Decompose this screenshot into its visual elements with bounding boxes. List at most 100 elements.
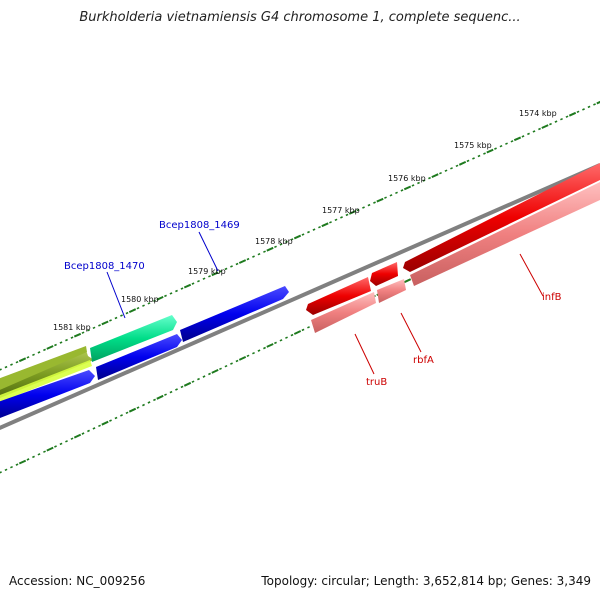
gene-bcep1808-1469[interactable]: [180, 286, 289, 342]
ruler-tick: [472, 157, 475, 160]
ruler-tick: [274, 341, 277, 345]
ruler-tick: [230, 265, 233, 268]
kbp-label: 1574 kbp: [519, 109, 557, 118]
ruler-tick: [576, 110, 580, 114]
ruler-tick: [208, 275, 211, 278]
ruler-tick: [32, 455, 35, 459]
ruler-tick: [101, 420, 109, 426]
ruler-tick: [59, 442, 63, 446]
gene-bcep1808-1470[interactable]: [90, 315, 177, 362]
ruler-tick: [477, 154, 481, 158]
ruler-tick: [510, 140, 514, 143]
gene-label-bcep1808-1469[interactable]: Bcep1808_1469: [159, 220, 240, 231]
ruler-tick: [0, 368, 2, 371]
ruler-tick: [87, 429, 90, 433]
ruler-tick: [266, 246, 274, 252]
ruler-tick: [521, 135, 525, 138]
ruler-tick: [246, 257, 250, 261]
ruler-tick: [183, 283, 192, 289]
ruler-tick: [211, 368, 219, 374]
ruler-tick: [293, 234, 302, 240]
ruler-tick: [65, 440, 68, 443]
gene-infb[interactable]: [403, 163, 600, 272]
ruler-tick: [109, 319, 112, 322]
ruler-tick: [219, 270, 222, 273]
ruler-tick: [246, 354, 250, 358]
ruler-tick: [46, 345, 54, 350]
ruler-tick: [290, 238, 294, 241]
ruler-tick: [307, 326, 310, 329]
gene-label-trub[interactable]: truB: [366, 377, 387, 388]
gene-label-bcep1808-1470[interactable]: Bcep1808_1470: [64, 261, 145, 272]
ruler-tick: [285, 336, 288, 339]
ruler-tick: [321, 222, 329, 228]
ruler-tick: [120, 314, 123, 317]
ruler-tick: [147, 401, 151, 404]
ruler-tick: [527, 132, 530, 136]
ruler-tick: [362, 206, 365, 209]
ruler-tick: [114, 416, 118, 420]
ruler-tick: [252, 255, 255, 258]
gene-rbfa[interactable]: [370, 262, 398, 286]
ruler-tick: [128, 308, 137, 314]
ruler-tick: [114, 316, 118, 320]
ruler-tick: [125, 411, 129, 415]
ruler-tick: [15, 463, 19, 466]
ruler-tick: [263, 250, 266, 253]
ruler-tick: [153, 398, 156, 402]
ruler-tick: [422, 179, 426, 182]
ruler-tick: [43, 348, 46, 352]
ruler-tick: [290, 333, 294, 337]
ruler-tick: [197, 279, 200, 283]
gene-label-rbfa[interactable]: rbfA: [413, 355, 434, 366]
ruler-tick: [505, 142, 508, 145]
ruler-tick: [142, 403, 145, 407]
ruler-tick: [169, 390, 173, 394]
accession-text: Accession: NC_009256: [9, 574, 146, 588]
ruler-tick: [142, 304, 145, 307]
ruler-tick: [180, 385, 184, 389]
ruler-tick: [0, 471, 2, 474]
ruler-tick: [513, 136, 522, 142]
ruler-tick: [164, 294, 167, 298]
ruler-tick: [224, 364, 228, 368]
ruler-tick: [266, 343, 274, 348]
ruler-tick: [417, 181, 420, 185]
ruler-tick: [329, 221, 332, 224]
gene-blue-left[interactable]: [0, 370, 95, 420]
ruler-tick: [92, 326, 96, 330]
ruler-tick: [70, 437, 74, 440]
gene-infb-shadow: [410, 182, 600, 286]
ruler-tick: [156, 394, 164, 400]
ruler-tick: [4, 468, 8, 472]
ruler-tick: [37, 351, 41, 354]
ruler-tick: [183, 381, 192, 387]
ruler-tick: [274, 245, 277, 249]
ruler-tick: [101, 320, 109, 326]
ruler-tick: [81, 432, 85, 435]
ruler-tick: [191, 282, 195, 285]
ruler-tick: [356, 208, 360, 212]
ruler-tick: [257, 349, 261, 352]
ruler-tick: [98, 424, 101, 428]
ruler-tick: [65, 338, 68, 342]
ruler-tick: [73, 332, 82, 338]
ruler-tick: [345, 213, 349, 217]
leader-line: [519, 253, 544, 297]
kbp-label: 1577 kbp: [322, 206, 360, 215]
ruler-tick: [384, 196, 387, 199]
ruler-tick: [301, 233, 305, 236]
gene-label-infb[interactable]: infB: [542, 292, 562, 303]
ruler-tick: [486, 148, 494, 154]
gene-blue-mid[interactable]: [96, 334, 182, 380]
ruler-tick: [411, 184, 415, 187]
ruler-tick: [340, 216, 343, 219]
ruler-tick: [450, 167, 453, 170]
ruler-tick: [156, 295, 164, 301]
kbp-label: 1576 kbp: [388, 174, 426, 183]
gene-trub[interactable]: [306, 277, 371, 315]
ruler-tick: [224, 267, 228, 271]
ruler-tick: [466, 159, 470, 163]
leader-line: [400, 312, 422, 353]
